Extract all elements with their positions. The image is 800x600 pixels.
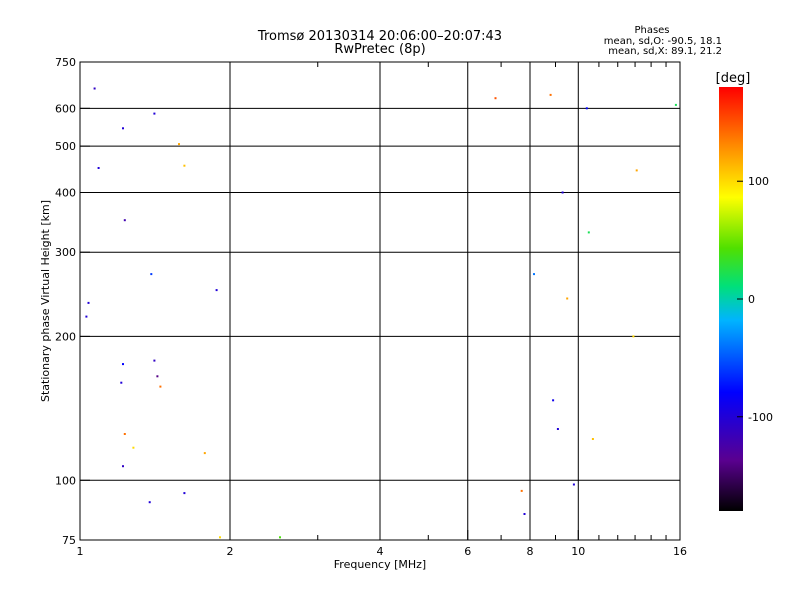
phases-title: Phases [634, 25, 669, 36]
data-point [87, 301, 90, 304]
phases-x-stats: mean, sd,X: 89.1, 21.2 [608, 46, 722, 57]
colorbar-tick-label: -100 [748, 411, 773, 424]
data-point [279, 536, 281, 539]
grid-lines [80, 62, 680, 540]
data-point [585, 107, 588, 110]
data-point [635, 169, 638, 172]
data-point [148, 501, 151, 504]
y-tick-label: 600 [55, 102, 76, 115]
y-tick-label: 100 [55, 474, 76, 487]
x-axis-ticks: 1 2 4 6 8 10 16 [77, 62, 687, 558]
data-point [561, 191, 564, 194]
data-point [591, 438, 594, 440]
y-tick-label: 75 [62, 534, 76, 547]
x-tick-label: 16 [673, 545, 687, 558]
y-tick-label: 500 [55, 140, 76, 153]
phases-o-stats: mean, sd,O: -90.5, 18.1 [604, 36, 722, 47]
data-point [587, 231, 590, 234]
y-tick-label: 300 [55, 246, 76, 259]
data-point [566, 297, 569, 300]
data-point [120, 381, 123, 384]
data-points [85, 87, 677, 539]
data-point [153, 359, 156, 362]
colorbar-label: [deg] [716, 71, 751, 86]
data-point [572, 483, 575, 486]
x-tick-label: 4 [377, 545, 384, 558]
data-point [183, 164, 186, 167]
data-point [632, 335, 635, 338]
x-tick-label: 6 [464, 545, 471, 558]
data-point [122, 465, 124, 468]
x-tick-label: 8 [527, 545, 534, 558]
x-axis-label: Frequency [MHz] [334, 558, 426, 571]
colorbar-tick-label: 100 [748, 175, 769, 188]
data-point [552, 399, 555, 402]
data-point [156, 375, 159, 378]
data-point [122, 363, 124, 366]
chart-title: Tromsø 20130314 20:06:00–20:07:43 [257, 29, 502, 44]
data-point [549, 93, 552, 96]
data-point [122, 127, 124, 130]
data-point [494, 97, 497, 100]
data-point [93, 87, 96, 90]
data-point [533, 273, 535, 276]
y-tick-label: 750 [55, 56, 76, 69]
data-point [674, 103, 677, 106]
data-point [159, 385, 162, 388]
data-point [215, 289, 218, 292]
y-tick-label: 400 [55, 186, 76, 199]
x-tick-label: 1 [77, 545, 84, 558]
colorbar-tick-label: 0 [748, 293, 755, 306]
data-point [520, 489, 523, 492]
data-point [203, 452, 206, 455]
data-point [178, 143, 180, 146]
data-point [123, 219, 126, 222]
data-point [97, 167, 100, 169]
data-point [523, 513, 526, 515]
x-tick-label: 10 [571, 545, 585, 558]
data-point [123, 433, 126, 435]
y-axis-label: Stationary phase Virtual Height [km] [39, 200, 52, 402]
y-tick-label: 200 [55, 330, 76, 343]
colorbar-ticks: 100 0 -100 [737, 175, 773, 424]
data-point [132, 446, 135, 449]
chart-subtitle: RwPretec (8p) [334, 42, 425, 57]
y-axis-ticks: 75 100 200 300 400 500 600 750 [55, 56, 90, 547]
data-point [85, 315, 88, 318]
data-point [219, 536, 221, 539]
data-point [150, 273, 153, 276]
data-point [183, 492, 186, 495]
data-point [556, 428, 559, 430]
data-point [153, 112, 156, 115]
x-tick-label: 2 [227, 545, 234, 558]
